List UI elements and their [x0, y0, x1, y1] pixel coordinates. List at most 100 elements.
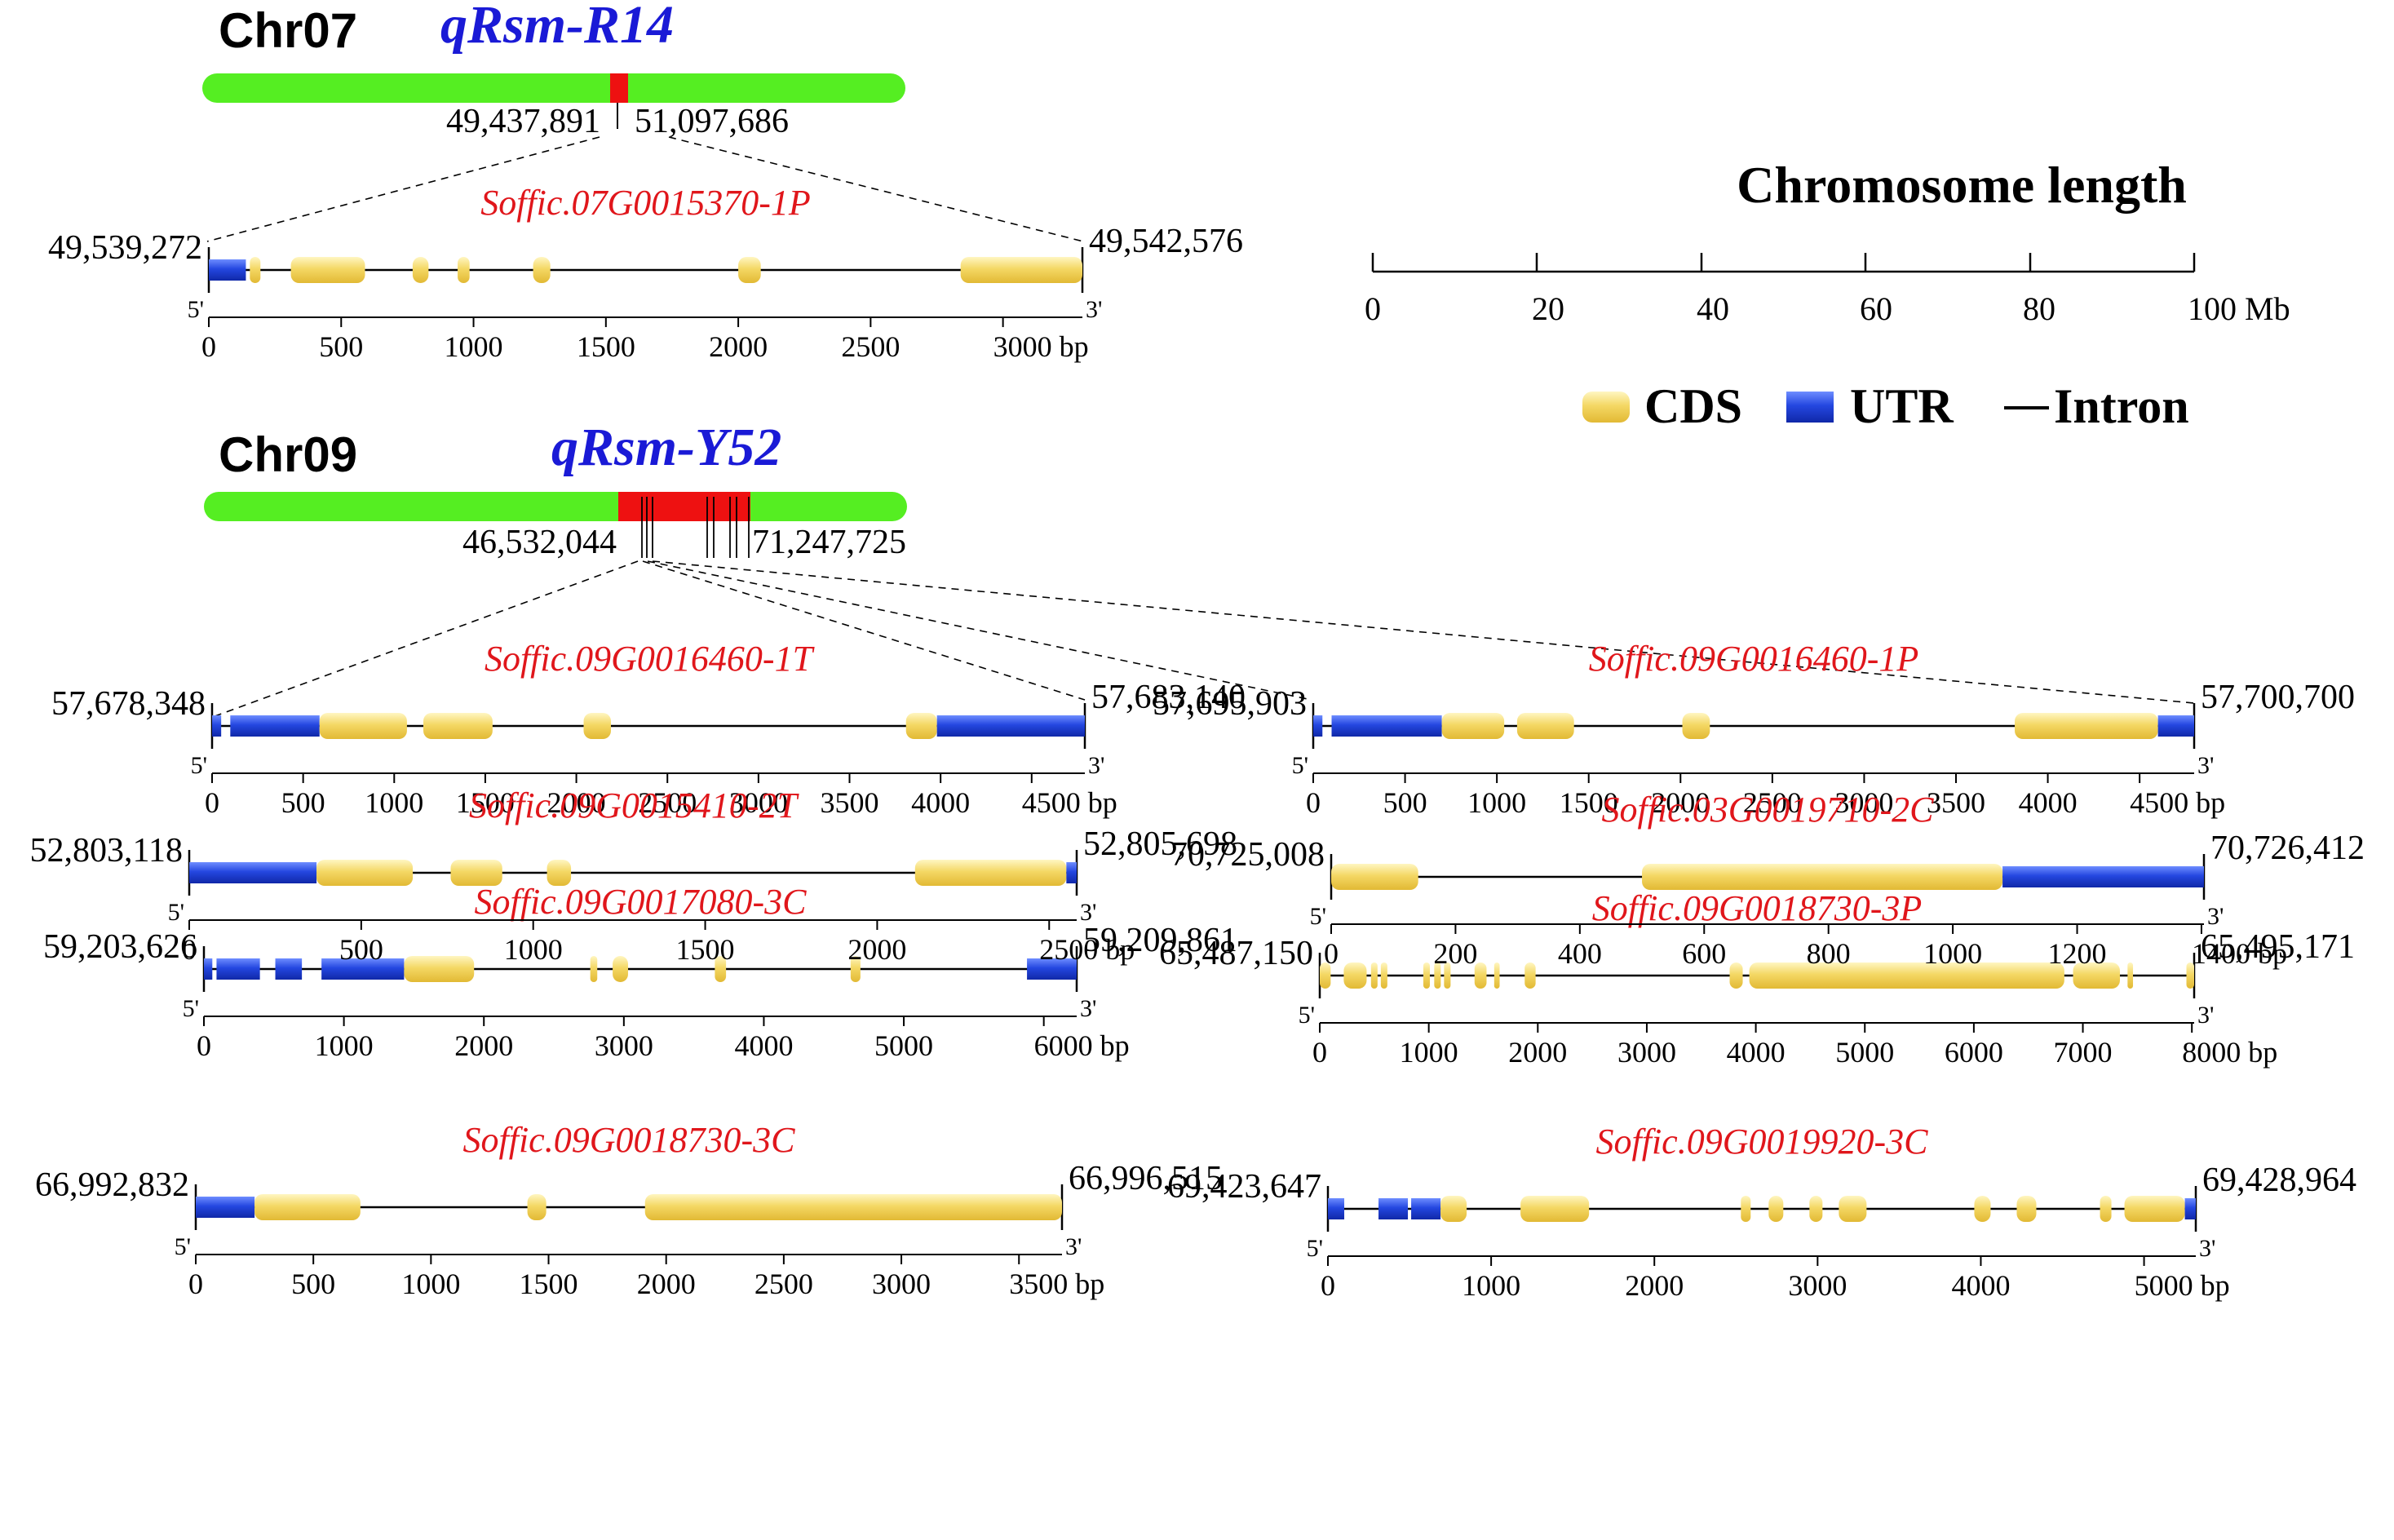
cds-exon — [2016, 1196, 2037, 1222]
chr09-bar — [204, 492, 907, 521]
cds-exon — [1434, 962, 1441, 989]
cds-exon — [2124, 1196, 2185, 1222]
cds-exon — [914, 860, 1067, 886]
cds-exon — [1974, 1196, 1991, 1222]
bp-scale-label: 2500 — [1743, 786, 1802, 819]
bp-scale-label: 0 — [1324, 937, 1339, 970]
bp-scale-label: 2500 — [841, 330, 900, 363]
gene-name: Soffic.03G0019710-2C — [1602, 790, 1935, 830]
cds-exon — [2186, 962, 2194, 989]
chr09-qtl-start: 46,532,044 — [462, 524, 617, 561]
bp-scale-label: 3000 — [729, 786, 788, 819]
chr09-qtl-end: 71,247,725 — [752, 524, 906, 561]
bp-scale-label: 0 — [1312, 1036, 1327, 1069]
utr-region — [189, 862, 317, 883]
bp-scale-label: 1400 bp — [2192, 937, 2287, 970]
utr-region — [1378, 1198, 1409, 1219]
bp-scale-label: 1000 — [445, 330, 503, 363]
cds-exon — [547, 860, 572, 886]
bp-scale-label: 0 — [201, 330, 216, 363]
bp-scale-label: 1200 — [2048, 937, 2107, 970]
cds-exon — [1809, 1196, 1823, 1222]
gene-name: Soffic.09G0015410-2T — [469, 785, 800, 825]
chr07-title: Chr07 — [219, 3, 357, 58]
gene-start-coordinate: 59,203,626 — [43, 928, 197, 966]
cds-exon — [1729, 962, 1743, 989]
bp-scale-label: 3500 bp — [1009, 1268, 1104, 1300]
utr-region — [1331, 715, 1442, 737]
cds-exon — [2015, 713, 2158, 739]
bp-scale-label: 4000 — [2019, 786, 2078, 819]
legend: Chromosome length 0 20 40 60 80 100 Mb C… — [1365, 156, 2290, 433]
bp-scale-label: 500 — [339, 933, 383, 966]
bp-scale-label: 3000 — [1834, 786, 1893, 819]
gene-end-coordinate: 69,428,964 — [2202, 1162, 2356, 1199]
cds-exon — [404, 956, 475, 982]
chr09-zoom-line-a — [210, 560, 639, 719]
cds-exon — [412, 257, 429, 283]
cds-exon — [1441, 713, 1505, 739]
five-prime-label: 5' — [175, 1233, 191, 1260]
bp-scale-label: 800 — [1807, 937, 1851, 970]
three-prime-label: 3' — [1065, 1233, 1082, 1260]
legend-utr-swatch — [1786, 392, 1834, 423]
cds-exon — [2127, 962, 2134, 989]
bp-scale-label: 3000 bp — [993, 330, 1089, 363]
cds-exon — [1493, 962, 1500, 989]
cds-exon — [1524, 962, 1536, 989]
utr-region — [2002, 866, 2204, 887]
bp-scale-label: 2000 — [1625, 1269, 1684, 1302]
legend-cds-swatch — [1582, 392, 1630, 423]
bp-scale-label: 400 — [1558, 937, 1602, 970]
cds-exon — [1440, 1196, 1467, 1222]
bp-scale-label: 0 — [205, 786, 219, 819]
bp-scale-label: 4000 — [911, 786, 970, 819]
bp-scale-label: 500 — [281, 786, 325, 819]
gene-panel: Soffic.09G0018730-3C 66,992,832 66,996,515… — [35, 1120, 1223, 1300]
cds-exon — [1474, 962, 1487, 989]
gene-end-coordinate: 57,683,140 — [1091, 679, 1246, 716]
three-prime-label: 3' — [2197, 752, 2214, 779]
bp-scale-label: 0 — [1306, 786, 1321, 819]
bp-scale-label: 500 — [291, 1268, 335, 1300]
utr-region — [2184, 1198, 2196, 1219]
gene-panel: Soffic.09G0019920-3C 69,423,647 69,428,964… — [1167, 1122, 2356, 1302]
cds-exon — [319, 713, 407, 739]
bp-scale-label: 3000 — [872, 1268, 931, 1300]
gene-name: Soffic.09G0018730-3C — [463, 1120, 796, 1160]
cds-exon — [1370, 962, 1378, 989]
bp-scale-label: 4000 — [1951, 1269, 2010, 1302]
bp-scale-label: 6000 — [1945, 1036, 2003, 1069]
cds-exon — [316, 860, 414, 886]
cds-exon — [1520, 1196, 1590, 1222]
bp-scale-label: 2000 — [1651, 786, 1710, 819]
bp-scale-label: 4000 — [1727, 1036, 1786, 1069]
cds-exon — [254, 1194, 361, 1220]
gene-name: Soffic.07G0015370-1P — [480, 183, 811, 223]
gene-panel: Soffic.09G0017080-3C 59,203,626 59,209,861… — [43, 882, 1237, 1062]
cds-exon — [533, 257, 551, 283]
cds-exon — [458, 257, 470, 283]
bp-scale-label: 1000 — [315, 1029, 374, 1062]
bp-scale-label: 1000 — [1923, 937, 1982, 970]
bp-scale-label: 1500 — [577, 330, 635, 363]
cds-exon — [250, 257, 261, 283]
gene-end-coordinate: 57,700,700 — [2201, 679, 2355, 716]
chr09-panel: Chr09 qRsm-Y52 46,532,044 71,247,725 — [204, 418, 2195, 719]
length-tick-40: 40 — [1697, 290, 1729, 327]
bp-scale-label: 2000 — [454, 1029, 513, 1062]
chr09-qtl-region — [618, 492, 750, 521]
chr09-gene-markers — [641, 497, 750, 558]
gene-end-coordinate: 65,495,171 — [2201, 928, 2355, 966]
chr07-qtl-end: 51,097,686 — [635, 103, 789, 140]
bp-scale-label: 2500 — [638, 786, 697, 819]
bp-scale-label: 1500 — [676, 933, 735, 966]
utr-region — [1027, 958, 1077, 980]
gene-panel: Soffic.09G0015410-2T 52,803,118 52,805,698… — [30, 785, 1237, 966]
cds-exon — [715, 956, 727, 982]
three-prime-label: 3' — [1086, 296, 1102, 323]
cds-exon — [1444, 962, 1451, 989]
bp-scale-label: 7000 — [2054, 1036, 2113, 1069]
gene-panel: Soffic.07G0015370-1P 49,539,272 49,542,576… — [48, 183, 1243, 363]
cds-exon — [1331, 864, 1418, 890]
